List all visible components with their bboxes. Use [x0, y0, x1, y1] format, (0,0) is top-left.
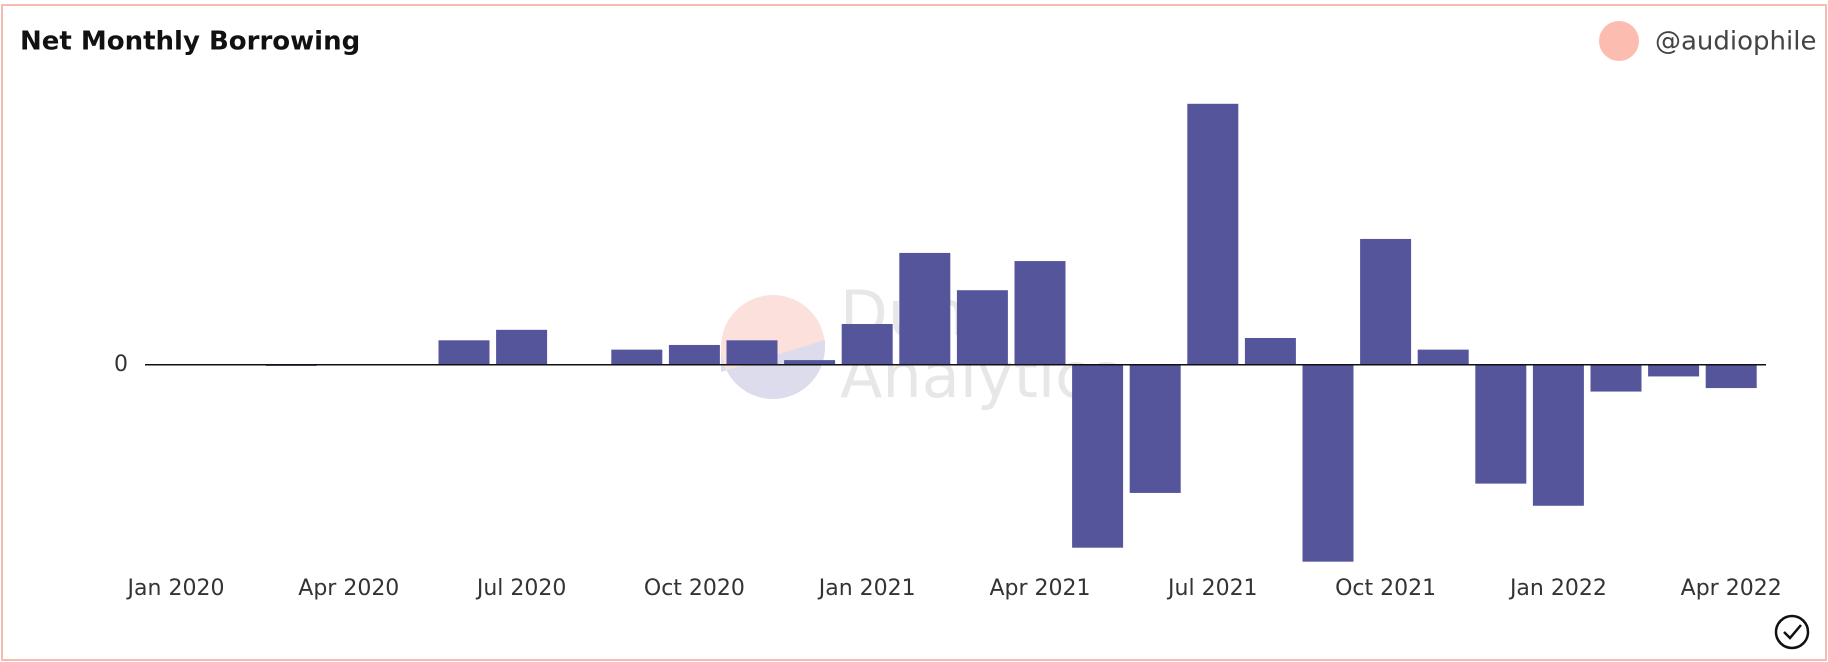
bar	[1648, 364, 1700, 377]
bar	[899, 252, 951, 365]
bar	[956, 290, 1008, 365]
x-tick-label: Oct 2021	[1335, 576, 1436, 601]
author-avatar	[1599, 21, 1639, 61]
check-mark[interactable]	[1783, 624, 1802, 640]
bar	[496, 329, 548, 365]
x-tick-label: Jan 2021	[817, 576, 916, 601]
y-tick-label: 0	[114, 352, 128, 377]
bar	[668, 344, 720, 365]
bar	[1244, 337, 1296, 365]
bar	[438, 340, 490, 365]
x-tick-label: Oct 2020	[644, 576, 745, 601]
x-tick-label: Apr 2022	[1681, 576, 1782, 601]
bar	[1417, 349, 1469, 365]
check-circle[interactable]	[1774, 614, 1810, 650]
bar	[611, 349, 663, 365]
bar	[1014, 261, 1066, 365]
bar	[1302, 364, 1354, 562]
bar	[784, 360, 836, 365]
x-tick-label: Jul 2020	[475, 576, 567, 601]
bar	[726, 340, 778, 365]
bar	[1187, 103, 1239, 365]
bar	[1129, 364, 1181, 493]
bar	[1532, 364, 1584, 506]
x-tick-label: Jan 2022	[1508, 576, 1607, 601]
bar	[1072, 364, 1124, 548]
bar	[1360, 238, 1412, 365]
x-tick-label: Apr 2020	[298, 576, 399, 601]
x-tick-label: Jul 2021	[1166, 576, 1258, 601]
bar	[841, 323, 893, 365]
check-icon[interactable]	[1774, 614, 1810, 650]
x-tick-label: Jan 2020	[126, 576, 225, 601]
bar	[1475, 364, 1527, 484]
author[interactable]: @audiophile	[1655, 27, 1816, 57]
x-tick-label: Apr 2021	[989, 576, 1090, 601]
chart-title: Net Monthly Borrowing	[20, 27, 360, 57]
watermark-logo-part	[721, 340, 825, 399]
bar	[1705, 364, 1757, 389]
bar	[1590, 364, 1642, 392]
